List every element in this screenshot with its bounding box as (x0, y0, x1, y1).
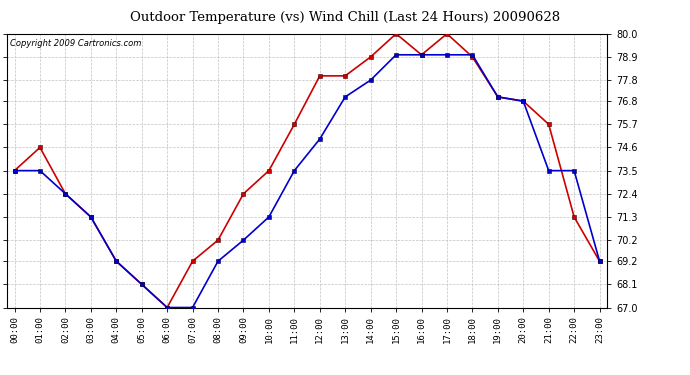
Text: Outdoor Temperature (vs) Wind Chill (Last 24 Hours) 20090628: Outdoor Temperature (vs) Wind Chill (Las… (130, 11, 560, 24)
Text: Copyright 2009 Cartronics.com: Copyright 2009 Cartronics.com (10, 39, 141, 48)
